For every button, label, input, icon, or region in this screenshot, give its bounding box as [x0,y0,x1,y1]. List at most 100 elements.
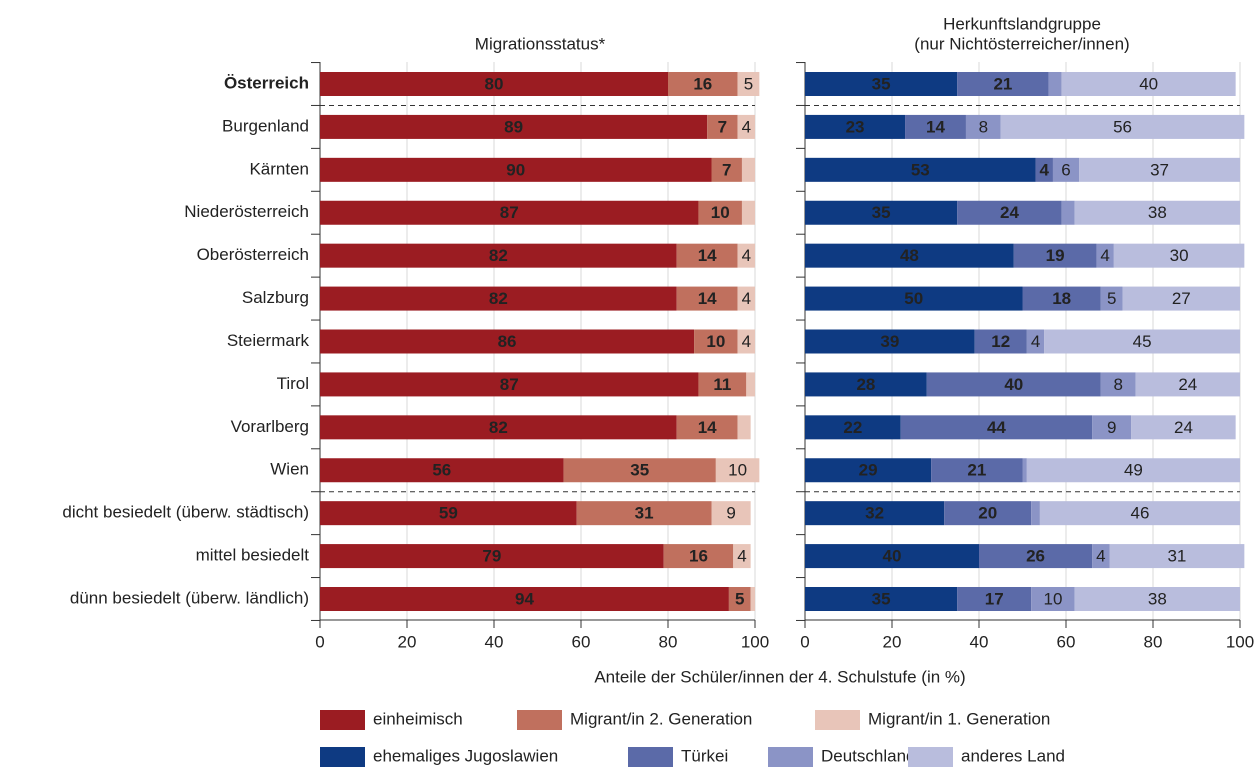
x-tick-label: 60 [572,632,591,651]
bar-segment [805,286,1023,311]
value-label: 94 [515,589,534,608]
bar-segment [1026,458,1240,483]
value-label: 90 [506,160,525,179]
value-label: 38 [1148,589,1167,608]
bar-segment [1031,587,1075,611]
bar-segment [711,501,751,526]
bar-segment [957,72,1049,96]
bar-segment [737,243,755,268]
value-label: 35 [872,74,891,93]
value-label: 19 [1046,246,1065,265]
bar-segment [805,372,927,397]
bar-segment [1100,372,1136,397]
legend-swatch [320,710,365,730]
value-label: 21 [967,461,986,480]
value-label: 12 [991,332,1010,351]
legend-label: Migrant/in 1. Generation [868,709,1050,728]
value-label: 45 [1133,332,1152,351]
y-tick-label: Wien [270,460,309,479]
bar-segment [737,415,751,440]
bar-segment [320,458,564,483]
value-label: 38 [1148,203,1167,222]
bar-segment [1122,286,1240,311]
bar-segment [1026,329,1045,354]
value-label: 10 [711,203,730,222]
bar-segment [1052,157,1080,182]
value-label: 32 [865,504,884,523]
bar-segment [320,415,677,440]
bar-segment [694,329,738,354]
bar-segment [1096,243,1114,268]
bar-segment [805,501,945,526]
bar-segment [1044,329,1240,354]
bar-segment [805,114,906,139]
x-tick-label: 40 [485,632,504,651]
bar-segment [1100,286,1123,311]
x-tick-label: 80 [1144,632,1163,651]
y-tick-label: Steiermark [227,331,310,350]
value-label: 5 [735,589,744,608]
legend-label: Deutschland [821,746,916,765]
value-label: 9 [726,504,735,523]
bar-segment [728,587,751,611]
bar-segment [576,501,712,526]
value-label: 7 [722,160,731,179]
value-label: 4 [742,289,751,308]
value-label: 10 [1043,589,1062,608]
value-label: 40 [883,547,902,566]
value-label: 21 [993,74,1012,93]
value-label: 14 [698,418,717,437]
value-label: 7 [718,117,727,136]
bar-segment [944,501,1032,526]
bar-segment [805,587,958,611]
bar-segment [1000,114,1245,139]
legend-swatch [628,747,673,767]
bar-segment [805,415,901,440]
value-label: 86 [498,332,517,351]
value-label: 10 [728,461,747,480]
y-tick-label: Kärnten [249,159,309,178]
value-label: 40 [1004,375,1023,394]
x-tick-label: 40 [970,632,989,651]
bar-segment [905,114,966,139]
bar-segment [1079,157,1240,182]
bar-segment [974,329,1027,354]
bar-segment [805,200,958,225]
bar-segment [900,415,1093,440]
value-label: 48 [900,246,919,265]
value-label: 24 [1174,418,1193,437]
bar-segment [805,157,1036,182]
bar-segment [320,286,677,311]
value-label: 82 [489,246,508,265]
value-label: 35 [872,203,891,222]
bar-segment [1092,415,1132,440]
bar-segment [676,243,738,268]
y-tick-label: dünn besiedelt (überw. ländlich) [70,588,309,607]
value-label: 16 [693,74,712,93]
bar-segment [957,200,1062,225]
bar-segment [320,544,664,569]
legend-label: Migrant/in 2. Generation [570,709,752,728]
bar-segment [805,243,1014,268]
bar-segment [965,114,1001,139]
bar-segment [805,329,975,354]
value-label: 14 [698,289,717,308]
value-label: 24 [1178,375,1197,394]
value-label: 8 [979,117,988,136]
value-label: 14 [698,246,717,265]
legend-swatch [320,747,365,767]
legend-swatch [908,747,953,767]
value-label: 26 [1026,547,1045,566]
value-label: 59 [439,504,458,523]
bar-segment [931,458,1023,483]
value-label: 4 [742,246,751,265]
value-label: 53 [911,160,930,179]
value-label: 56 [432,461,451,480]
value-label: 27 [1172,289,1191,308]
bar-segment [737,114,755,139]
bar-segment [320,114,708,139]
bar-segment [1022,458,1027,483]
y-tick-label: Niederösterreich [184,202,309,221]
value-label: 79 [482,547,501,566]
